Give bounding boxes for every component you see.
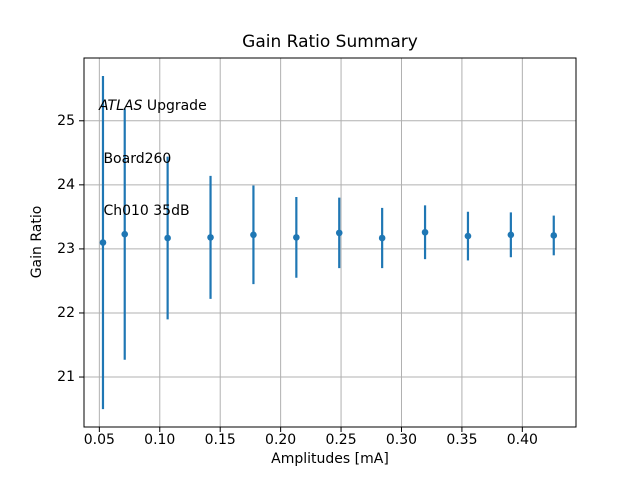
data-point-marker <box>335 229 343 237</box>
annotation: ATLAS Upgrade Board260 Ch010 35dB <box>99 63 207 256</box>
x-tick-label: 0.30 <box>385 432 418 448</box>
data-point-marker <box>164 234 171 242</box>
y-tick-label: 25 <box>57 112 75 129</box>
x-tick-label: 0.05 <box>83 432 115 448</box>
x-tick-label: 0.25 <box>325 432 357 448</box>
data-point-marker <box>121 230 129 238</box>
y-tick-label: 24 <box>57 176 75 193</box>
y-tick-label: 21 <box>57 369 75 386</box>
annotation-line-2: Board260 <box>99 150 172 167</box>
data-point-marker <box>293 234 300 241</box>
plot-border <box>83 57 577 428</box>
x-tick-label: 0.40 <box>506 432 538 448</box>
data-point-marker <box>99 239 107 246</box>
annotation-line-1: ATLAS Upgrade <box>99 98 207 116</box>
annotation-line-1-rest: Upgrade <box>142 98 207 114</box>
data-point-marker <box>207 234 214 241</box>
x-tick-label: 0.35 <box>446 432 478 448</box>
chart-title: Gain Ratio Summary <box>242 32 418 52</box>
x-tick-label: 0.15 <box>204 432 236 448</box>
annotation-line-3: Ch010 35dB <box>99 203 190 219</box>
data-point-marker <box>550 232 558 239</box>
data-point-marker <box>250 231 257 239</box>
y-tick-label: 23 <box>57 240 75 257</box>
data-point-marker <box>421 228 429 236</box>
data-point-marker <box>507 231 515 239</box>
annotation-experiment-name: ATLAS <box>99 98 143 114</box>
y-tick-label: 22 <box>57 304 75 321</box>
data-point-marker <box>378 234 386 242</box>
x-tick-label: 0.20 <box>265 432 297 448</box>
data-point-marker <box>464 232 472 240</box>
x-axis-label: Amplitudes [mA] <box>271 451 389 467</box>
x-tick-label: 0.10 <box>144 432 176 448</box>
